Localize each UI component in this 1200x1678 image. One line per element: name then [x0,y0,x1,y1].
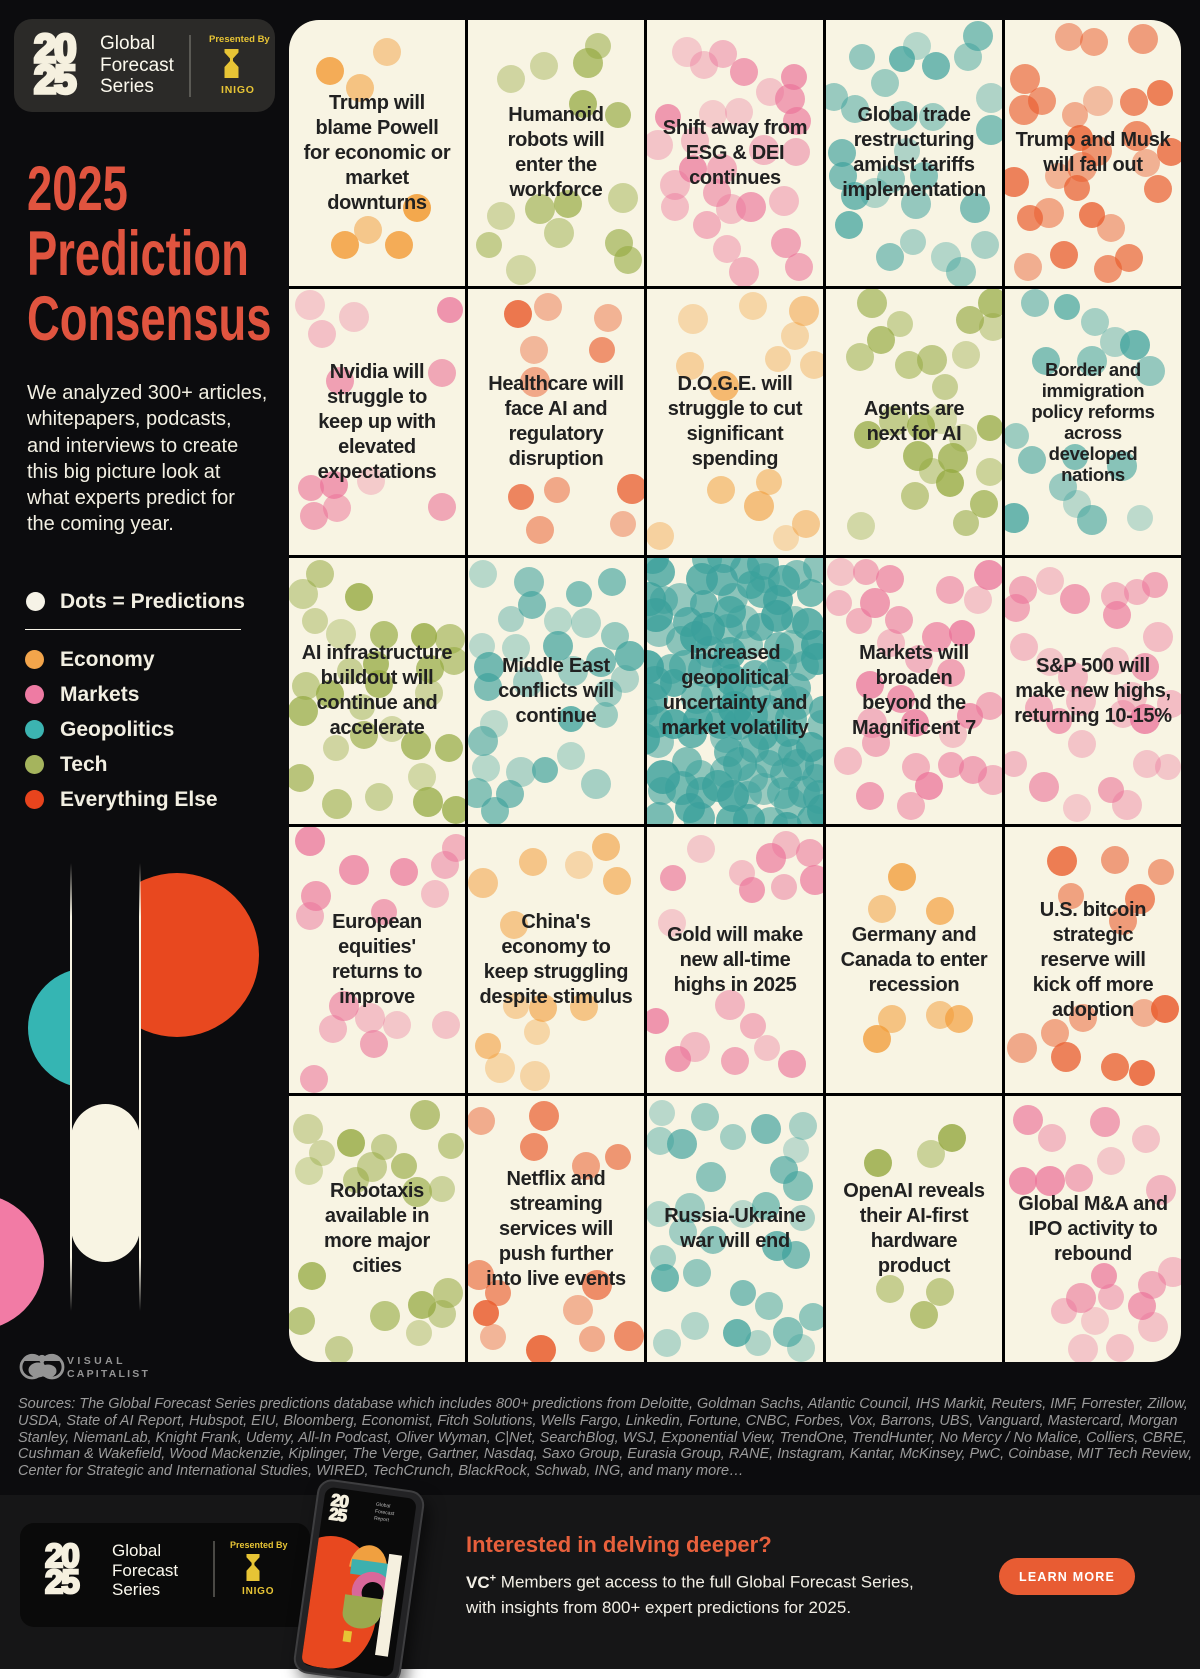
svg-text:VISUAL: VISUAL [67,1355,126,1367]
svg-text:CAPITALIST: CAPITALIST [67,1368,150,1380]
